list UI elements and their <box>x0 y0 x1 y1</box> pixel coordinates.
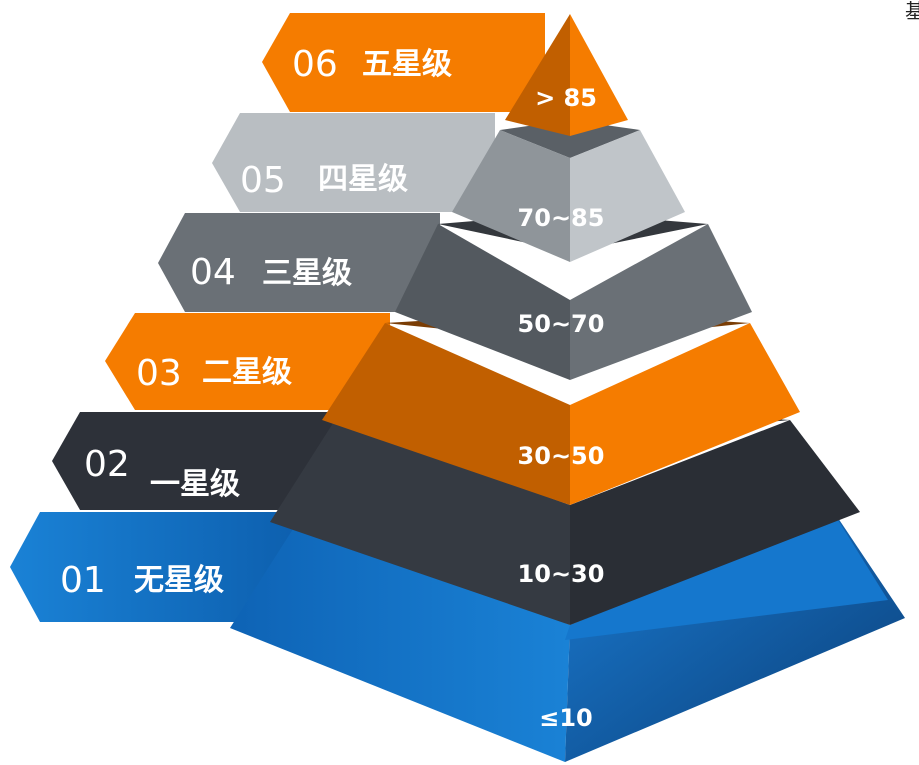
tier-06-front-left <box>505 14 570 136</box>
tier-06-number: 06 <box>292 44 338 85</box>
tier-03-front-left <box>322 323 570 505</box>
tier-01-front-left <box>230 518 570 762</box>
tier-06-front-right <box>570 14 628 136</box>
tier-04-tab <box>158 213 440 312</box>
tier-03-range: 30~50 <box>518 442 605 470</box>
tier-02-front-left <box>270 420 570 625</box>
tier-03 <box>105 312 800 505</box>
tier-01-face <box>565 520 888 640</box>
tier-02-name: 一星级 <box>150 467 240 502</box>
tier-05-front-left <box>452 130 570 262</box>
tier-05-tab <box>212 113 495 212</box>
tier-04-name: 三星级 <box>262 256 352 291</box>
tier-01-tab <box>10 512 300 622</box>
tier-02-number: 02 <box>84 444 130 485</box>
tier-02-tab <box>52 412 340 510</box>
tier-05 <box>212 113 685 262</box>
tier-03-front-right <box>570 323 800 505</box>
tier-05-number: 05 <box>240 160 286 201</box>
tier-06 <box>262 13 628 136</box>
tier-03-tab <box>105 313 390 410</box>
corner-text: 基 <box>905 0 919 23</box>
tier-02-range: 10~30 <box>518 560 605 588</box>
tier-03-name: 二星级 <box>202 355 292 390</box>
tier-02-front-right <box>570 420 860 625</box>
tier-05-front-right <box>570 130 685 262</box>
tier-01-range: ≤10 <box>539 704 593 732</box>
tier-05-range: 70~85 <box>518 204 605 232</box>
tier-01 <box>10 505 905 762</box>
tier-04-front-right <box>570 224 752 380</box>
tier-01-name: 无星级 <box>134 563 224 598</box>
tier-06-range: > 85 <box>535 84 597 112</box>
tier-04-front-left <box>395 224 570 380</box>
tier-04-range: 50~70 <box>518 310 605 338</box>
tier-03-number: 03 <box>136 353 182 394</box>
tier-labels: 06 五星级 > 85 05 四星级 70~85 04 三星级 50~70 03… <box>60 44 604 732</box>
tier-05-name: 四星级 <box>318 162 408 197</box>
tier-06-tab <box>262 13 545 112</box>
tier-05-top <box>500 120 640 158</box>
tier-01-number: 01 <box>60 560 106 601</box>
tier-06-name: 五星级 <box>362 47 452 82</box>
tier-04-number: 04 <box>190 252 236 293</box>
tier-04 <box>158 213 752 380</box>
